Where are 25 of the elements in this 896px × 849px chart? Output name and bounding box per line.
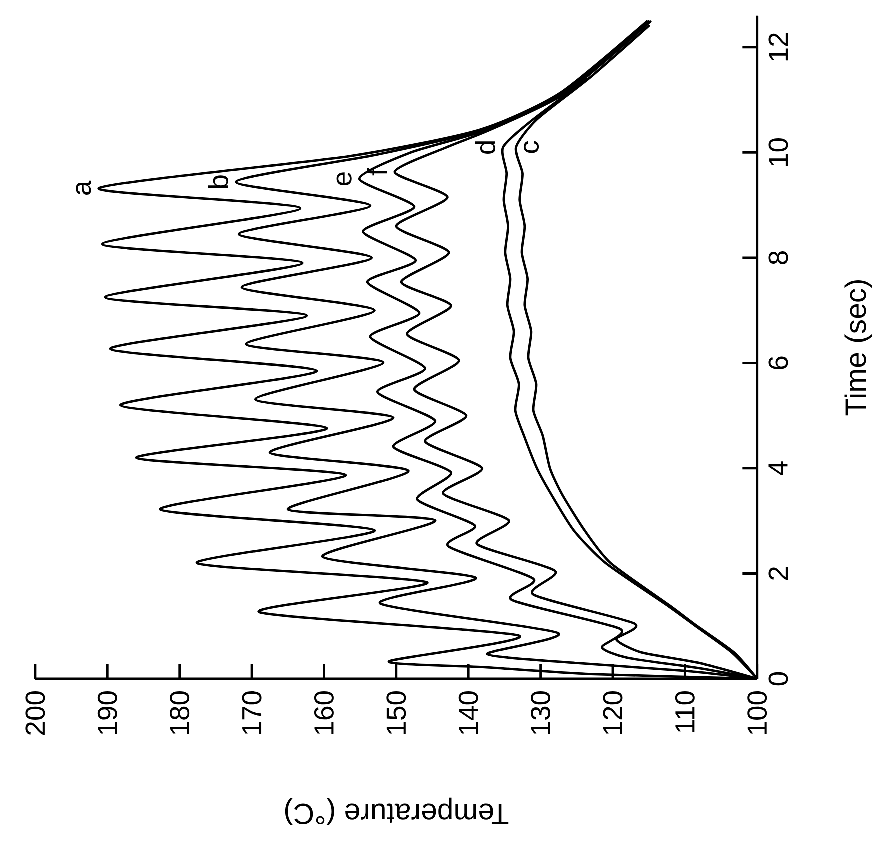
text: c [524, 141, 540, 154]
x-tick-label: 120 [603, 691, 623, 734]
x-tick-label: 180 [170, 691, 190, 734]
text: a [76, 180, 92, 195]
y-tick-label: 8 [768, 251, 788, 264]
y-tick-label: 6 [768, 356, 788, 370]
x-tick-label: 110 [675, 691, 695, 732]
x-tick-label: 100 [748, 691, 768, 734]
y-tick-label: 12 [768, 33, 788, 61]
y-tick-label: 10 [768, 138, 788, 166]
y-tick-label: 4 [768, 462, 788, 476]
x-tick-label: 190 [98, 691, 118, 734]
y-axis-title: Time (sec) [844, 280, 872, 416]
x-tick-label: 140 [458, 691, 478, 734]
x-tick-label: 160 [314, 691, 334, 734]
x-axis-title: Temperature (°C) [285, 798, 509, 826]
x-tick-label: 200 [26, 691, 46, 735]
text: e [336, 172, 352, 186]
x-tick-label: 130 [531, 691, 551, 734]
y-tick-label: 0 [768, 672, 788, 686]
text: b [208, 176, 228, 188]
y-tick-label: 2 [768, 567, 788, 580]
x-tick-label: 150 [386, 691, 406, 734]
x-tick-label: 170 [242, 691, 262, 734]
text: d [475, 141, 496, 154]
